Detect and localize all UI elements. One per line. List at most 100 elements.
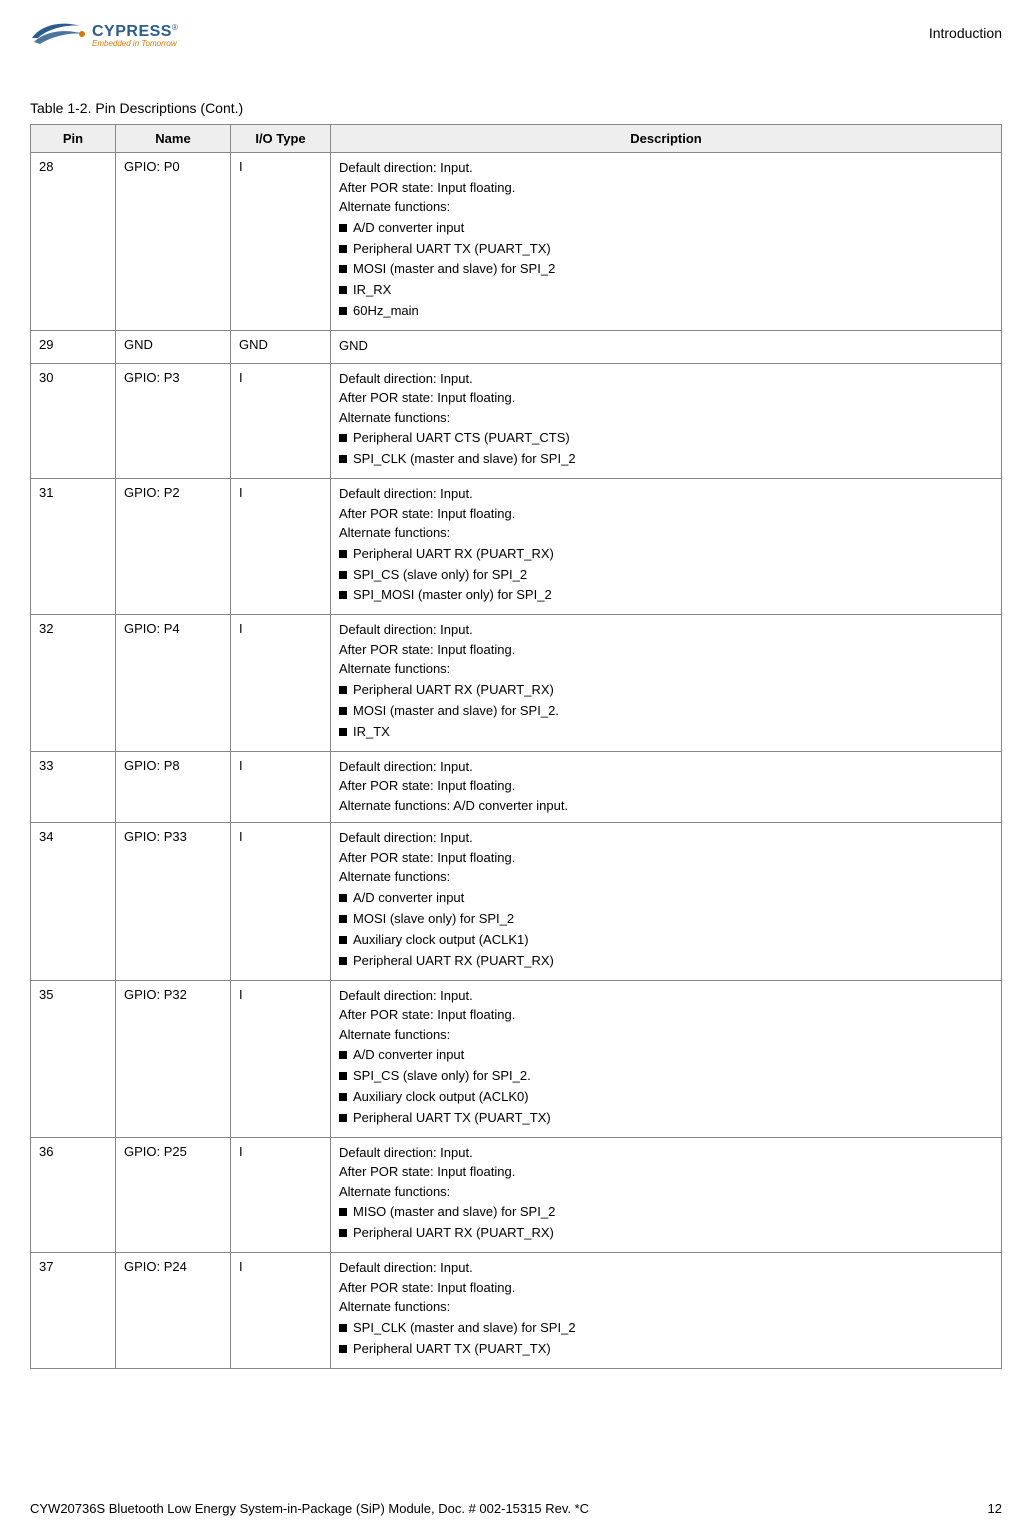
table-row: 31GPIO: P2I Default direction: Input. Afte…: [31, 479, 1002, 615]
description-line: Alternate functions:: [339, 409, 993, 427]
table-row: 32GPIO: P4IDefault direction: Input.Afte…: [31, 615, 1002, 751]
table-row: 37GPIO: P24IDefault direction: Input.Aft…: [31, 1253, 1002, 1368]
brand-tagline: Embedded in Tomorrow: [92, 39, 178, 48]
description-cell: Default direction: Input.After POR state…: [331, 363, 1002, 478]
table-caption: Table 1-2. Pin Descriptions (Cont.): [30, 100, 1002, 116]
description-line: Default direction: Input.: [339, 485, 993, 503]
description-line: Default direction: Input.: [339, 829, 993, 847]
description-line: Default direction: Input.: [339, 621, 993, 639]
logo-swirl-icon: [30, 20, 90, 50]
description-cell: Default direction: Input.After POR state…: [331, 751, 1002, 823]
description-line: Alternate functions: A/D converter input…: [339, 797, 993, 815]
name-cell: GPIO: P32: [116, 980, 231, 1137]
alternate-function-item: IR_TX: [339, 724, 993, 741]
description-line: After POR state: Input floating.: [339, 1279, 993, 1297]
alternate-function-item: Peripheral UART TX (PUART_TX): [339, 1110, 993, 1127]
description-line: Default direction: Input.: [339, 1144, 993, 1162]
io-type-cell: I: [231, 479, 331, 615]
description-cell: Default direction: Input. After POR state…: [331, 479, 1002, 615]
description-line: Alternate functions:: [339, 868, 993, 886]
io-type-cell: I: [231, 1253, 331, 1368]
pin-cell: 30: [31, 363, 116, 478]
io-type-cell: I: [231, 363, 331, 478]
page-footer: CYW20736S Bluetooth Low Energy System-in…: [30, 1501, 1002, 1516]
alternate-function-item: Peripheral UART RX (PUART_RX): [339, 682, 993, 699]
description-line: After POR state: Input floating.: [339, 389, 993, 407]
pin-cell: 28: [31, 153, 116, 331]
name-cell: GPIO: P25: [116, 1137, 231, 1252]
description-line: After POR state: Input floating.: [339, 849, 993, 867]
alternate-function-item: Auxiliary clock output (ACLK1): [339, 932, 993, 949]
alternate-function-item: Peripheral UART RX (PUART_RX): [339, 1225, 993, 1242]
description-line: Alternate functions:: [339, 1298, 993, 1316]
alternate-function-item: Peripheral UART CTS (PUART_CTS): [339, 430, 993, 447]
description-cell: GND: [331, 331, 1002, 364]
description-cell: Default direction: Input. After POR state…: [331, 823, 1002, 980]
name-cell: GPIO: P3: [116, 363, 231, 478]
description-line: Default direction: Input.: [339, 370, 993, 388]
description-line: Default direction: Input.: [339, 159, 993, 177]
description-line: After POR state: Input floating.: [339, 1006, 993, 1024]
col-header-pin: Pin: [31, 125, 116, 153]
footer-doc-title: CYW20736S Bluetooth Low Energy System-in…: [30, 1501, 589, 1516]
name-cell: GPIO: P33: [116, 823, 231, 980]
col-header-io: I/O Type: [231, 125, 331, 153]
description-line: Default direction: Input.: [339, 758, 993, 776]
col-header-desc: Description: [331, 125, 1002, 153]
io-type-cell: I: [231, 153, 331, 331]
description-line: After POR state: Input floating.: [339, 179, 993, 197]
io-type-cell: I: [231, 751, 331, 823]
pin-cell: 35: [31, 980, 116, 1137]
alternate-function-item: SPI_CS (slave only) for SPI_2.: [339, 1068, 993, 1085]
pin-descriptions-table: Pin Name I/O Type Description 28GPIO: P0…: [30, 124, 1002, 1369]
alternate-function-item: Peripheral UART RX (PUART_RX): [339, 953, 993, 970]
alternate-function-item: SPI_MOSI (master only) for SPI_2: [339, 587, 993, 604]
description-line: After POR state: Input floating.: [339, 505, 993, 523]
alternate-functions-list: Peripheral UART RX (PUART_RX)SPI_CS (sla…: [339, 546, 993, 605]
description-cell: Default direction: Input.After POR state…: [331, 1137, 1002, 1252]
io-type-cell: I: [231, 1137, 331, 1252]
alternate-function-item: SPI_CLK (master and slave) for SPI_2: [339, 1320, 993, 1337]
pin-cell: 31: [31, 479, 116, 615]
description-line: Default direction: Input.: [339, 987, 993, 1005]
alternate-functions-list: A/D converter input SPI_CS (slave only) f…: [339, 1047, 993, 1127]
alternate-functions-list: MISO (master and slave) for SPI_2Periphe…: [339, 1204, 993, 1242]
alternate-functions-list: A/D converter inputMOSI (slave only) for…: [339, 890, 993, 970]
alternate-function-item: MOSI (master and slave) for SPI_2: [339, 261, 993, 278]
pin-cell: 36: [31, 1137, 116, 1252]
alternate-function-item: MOSI (master and slave) for SPI_2.: [339, 703, 993, 720]
pin-cell: 34: [31, 823, 116, 980]
table-row: 29GNDGNDGND: [31, 331, 1002, 364]
alternate-functions-list: Peripheral UART RX (PUART_RX) MOSI (maste…: [339, 682, 993, 741]
name-cell: GPIO: P2: [116, 479, 231, 615]
alternate-function-item: Peripheral UART TX (PUART_TX): [339, 1341, 993, 1358]
description-line: GND: [339, 337, 993, 355]
footer-page-number: 12: [988, 1501, 1002, 1516]
table-row: 33GPIO: P8IDefault direction: Input.Afte…: [31, 751, 1002, 823]
alternate-function-item: Auxiliary clock output (ACLK0): [339, 1089, 993, 1106]
alternate-function-item: MOSI (slave only) for SPI_2: [339, 911, 993, 928]
col-header-name: Name: [116, 125, 231, 153]
name-cell: GPIO: P4: [116, 615, 231, 751]
description-line: Alternate functions:: [339, 1183, 993, 1201]
description-line: After POR state: Input floating.: [339, 777, 993, 795]
alternate-function-item: A/D converter input: [339, 1047, 993, 1064]
alternate-function-item: 60Hz_main: [339, 303, 993, 320]
description-cell: Default direction: Input.After POR state…: [331, 980, 1002, 1137]
io-type-cell: GND: [231, 331, 331, 364]
description-line: After POR state: Input floating.: [339, 641, 993, 659]
table-header-row: Pin Name I/O Type Description: [31, 125, 1002, 153]
description-line: Alternate functions:: [339, 1026, 993, 1044]
alternate-functions-list: A/D converter inputPeripheral UART TX (P…: [339, 220, 993, 320]
alternate-function-item: Peripheral UART TX (PUART_TX): [339, 241, 993, 258]
pin-cell: 32: [31, 615, 116, 751]
description-line: Alternate functions:: [339, 198, 993, 216]
io-type-cell: I: [231, 980, 331, 1137]
brand-logo: CYPRESS® Embedded in Tomorrow: [30, 20, 178, 50]
pin-cell: 33: [31, 751, 116, 823]
alternate-functions-list: Peripheral UART CTS (PUART_CTS)SPI_CLK (…: [339, 430, 993, 468]
alternate-functions-list: SPI_CLK (master and slave) for SPI_2 Peri…: [339, 1320, 993, 1358]
description-cell: Default direction: Input.After POR state…: [331, 1253, 1002, 1368]
table-row: 28GPIO: P0IDefault direction: Input.Afte…: [31, 153, 1002, 331]
name-cell: GND: [116, 331, 231, 364]
